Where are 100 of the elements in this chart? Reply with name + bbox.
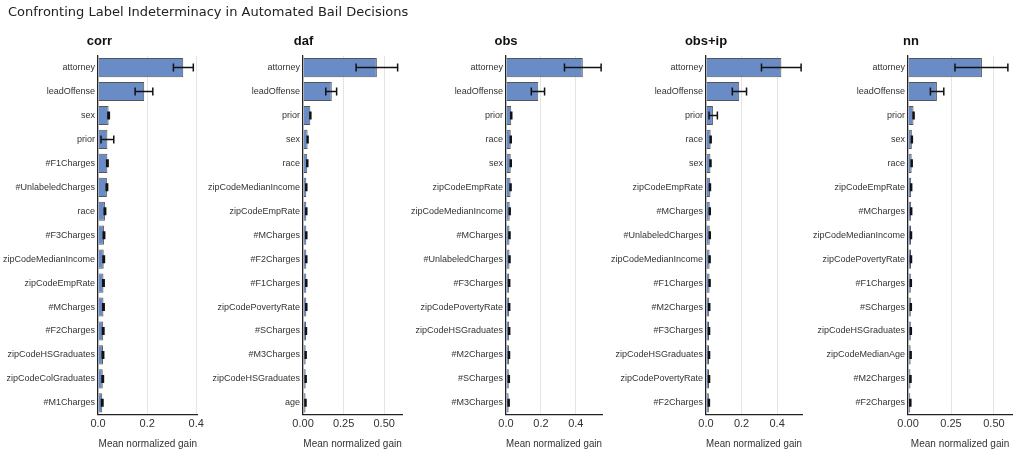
y-tick-label: zipCodeEmpRate [834, 181, 906, 192]
y-tick-label: #F1Charges [855, 277, 906, 288]
chart-title: daf [293, 33, 314, 49]
x-axis-title: Mean normalized gain [910, 437, 1010, 449]
y-tick-label: sex [891, 133, 906, 144]
y-tick-label: #M2Charges [853, 373, 906, 384]
x-axis-title: Mean normalized gain [98, 437, 197, 449]
y-tick-label: #F2Charges [855, 397, 906, 408]
y-tick-label: zipCodePovertyRate [217, 301, 301, 312]
y-tick-label: #F2Charges [653, 397, 704, 408]
y-tick-label: leadOffense [251, 86, 301, 96]
y-tick-label: prior [77, 133, 96, 144]
y-tick-label: #M3Charges [451, 397, 504, 408]
y-tick-label: #F3Charges [453, 277, 504, 288]
y-tick-label: #M1Charges [43, 397, 96, 408]
y-tick-label: prior [887, 109, 906, 120]
y-tick-label: race [485, 133, 503, 144]
x-tick-label: 0.0 [90, 417, 106, 430]
y-tick-label: zipCodeEmpRate [24, 277, 96, 288]
text: Confronting Label Indeterminacy in Automated Bail Decisions [8, 4, 409, 19]
x-axis-title: Mean normalized gain [706, 437, 802, 449]
y-tick-label: race [685, 133, 703, 144]
y-tick-label: #M3Charges [248, 349, 301, 360]
x-tick-label: 0.0 [698, 417, 714, 430]
y-tick-label: zipCodeHSGraduates [212, 373, 301, 384]
y-tick-label: #MCharges [253, 229, 301, 240]
y-tick-label: zipCodeColGraduates [6, 373, 96, 384]
y-tick-label: attorney [872, 62, 906, 73]
y-tick-label: #M2Charges [451, 349, 504, 360]
y-tick-label: zipCodeHSGraduates [615, 349, 704, 360]
x-tick-label: 0.4 [188, 417, 204, 430]
x-tick-label: 0.25 [332, 417, 355, 430]
x-tick-label: 0.00 [292, 417, 314, 430]
chart-title: obs [494, 33, 518, 49]
y-tick-label: prior [282, 109, 301, 120]
x-tick-label: 0.0 [498, 417, 514, 430]
x-tick-label: 0.25 [940, 417, 962, 430]
y-tick-label: zipCodeHSGraduates [415, 325, 504, 336]
y-tick-label: zipCodeMedianAge [826, 349, 906, 360]
y-tick-label: #MCharges [858, 205, 906, 216]
y-tick-label: zipCodePovertyRate [620, 373, 703, 384]
x-tick-label: 0.50 [983, 417, 1005, 430]
y-tick-label: sex [688, 157, 704, 168]
y-tick-label: zipCodePovertyRate [822, 253, 906, 264]
y-tick-label: #MCharges [48, 301, 96, 312]
y-tick-label: prior [484, 109, 503, 120]
y-tick-label: zipCodeMedianIncome [812, 229, 906, 240]
y-tick-label: #UnlabeledCharges [623, 229, 704, 240]
y-tick-label: #F2Charges [45, 325, 96, 336]
x-tick-label: 0.4 [568, 417, 584, 430]
x-axis-title: Mean normalized gain [506, 437, 602, 449]
x-tick-label: 0.4 [769, 417, 785, 430]
y-tick-label: #UnlabeledCharges [423, 253, 504, 264]
chart-title: nn [903, 33, 919, 49]
x-tick-label: 0.2 [733, 417, 750, 430]
y-tick-label: #F3Charges [653, 325, 704, 336]
y-tick-label: attorney [62, 62, 96, 73]
y-tick-label: #SCharges [860, 301, 906, 312]
y-tick-label: attorney [267, 62, 301, 73]
y-tick-label: prior [684, 109, 703, 120]
y-tick-label: zipCodeEmpRate [632, 181, 703, 192]
y-tick-label: #F2Charges [250, 253, 301, 264]
y-tick-label: race [282, 157, 301, 168]
y-tick-label: zipCodeHSGraduates [7, 349, 96, 360]
y-tick-label: zipCodeEmpRate [432, 181, 503, 192]
y-tick-label: zipCodeMedianIncome [207, 181, 301, 192]
y-tick-label: sex [81, 109, 96, 120]
y-tick-label: #F1Charges [250, 277, 301, 288]
x-tick-label: 0.50 [373, 417, 395, 430]
y-tick-label: #M2Charges [651, 301, 704, 312]
y-tick-label: age [285, 397, 301, 408]
y-tick-label: zipCodeMedianIncome [410, 205, 503, 216]
y-tick-label: leadOffense [46, 86, 96, 96]
y-tick-label: #UnlabeledCharges [15, 181, 96, 192]
y-tick-label: #SCharges [255, 325, 301, 336]
x-axis-title: Mean normalized gain [303, 437, 402, 449]
y-tick-label: #MCharges [456, 229, 504, 240]
y-tick-label: zipCodeHSGraduates [817, 325, 906, 336]
y-tick-label: attorney [670, 62, 704, 73]
y-tick-label: zipCodeEmpRate [229, 205, 301, 216]
x-tick-label: 0.2 [139, 417, 155, 430]
chart-title: corr [86, 33, 113, 49]
y-tick-label: leadOffense [654, 86, 703, 96]
y-tick-label: #SCharges [457, 373, 504, 384]
y-tick-label: #F1Charges [653, 277, 704, 288]
y-tick-label: zipCodeMedianIncome [2, 253, 96, 264]
y-tick-label: zipCodeMedianIncome [610, 253, 703, 264]
chart-title: obs+ip [684, 33, 728, 49]
y-tick-label: race [887, 157, 906, 168]
y-tick-label: sex [488, 157, 504, 168]
y-tick-label: #F1Charges [45, 157, 96, 168]
y-tick-label: sex [286, 133, 301, 144]
y-tick-label: race [77, 205, 96, 216]
y-tick-label: leadOffense [454, 86, 503, 96]
y-tick-label: #MCharges [656, 205, 704, 216]
y-tick-label: zipCodePovertyRate [420, 301, 503, 312]
y-tick-label: #F3Charges [45, 229, 96, 240]
x-tick-label: 0.00 [897, 417, 919, 430]
x-tick-label: 0.2 [533, 417, 549, 430]
y-tick-label: attorney [470, 62, 504, 73]
